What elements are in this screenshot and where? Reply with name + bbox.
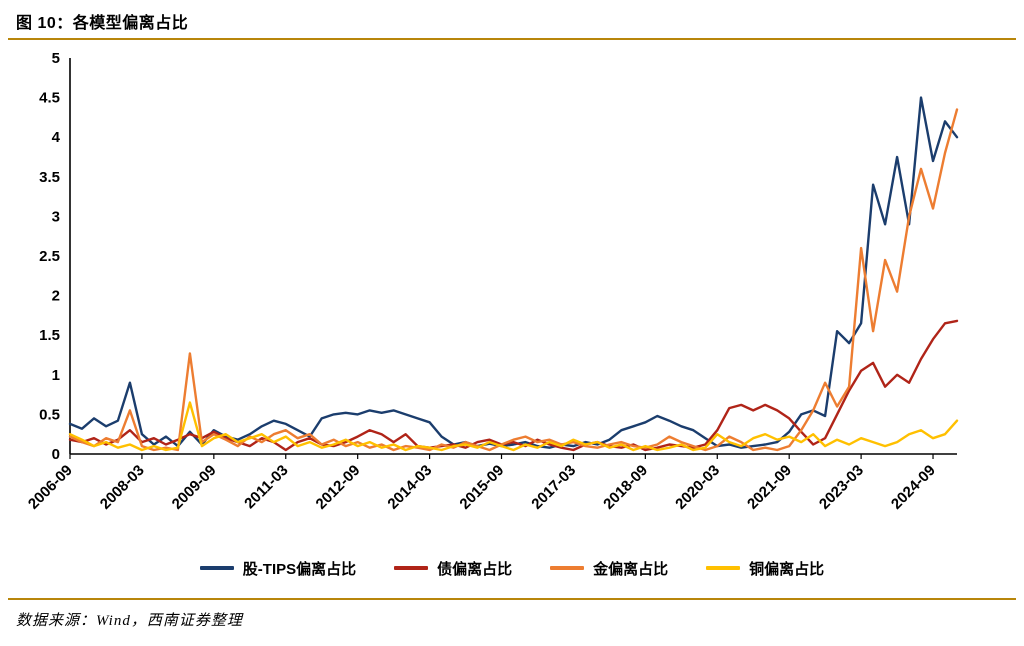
x-axis-tick-label: 2023-03	[816, 462, 867, 513]
x-axis-tick-label: 2017-03	[528, 462, 579, 513]
legend-label: 金偏离占比	[593, 560, 669, 578]
y-axis-tick-label: 4.5	[39, 90, 60, 107]
x-axis-tick-label: 2006-09	[25, 462, 76, 513]
x-axis-tick-label: 2011-03	[241, 462, 291, 512]
bottom-divider-rule	[8, 598, 1016, 600]
y-axis-tick-label: 3.5	[39, 169, 60, 186]
x-axis-tick-label: 2024-09	[888, 462, 939, 513]
y-axis-tick-label: 3	[52, 208, 60, 225]
x-axis-tick-label: 2008-03	[97, 462, 148, 513]
y-axis-tick-label: 1.5	[39, 327, 60, 344]
top-divider-rule	[8, 38, 1016, 40]
legend-item: 铜偏离占比	[706, 558, 824, 579]
x-axis-tick-label: 2020-03	[672, 462, 723, 513]
x-axis-tick-label: 2009-09	[169, 462, 220, 513]
legend-label: 股-TIPS偏离占比	[242, 560, 357, 578]
legend-item: 金偏离占比	[550, 558, 668, 579]
legend-line-swatch	[199, 566, 234, 570]
legend-label: 债偏离占比	[437, 560, 513, 578]
legend-line-swatch	[706, 566, 741, 570]
legend-item: 股-TIPS偏离占比	[199, 558, 357, 579]
x-axis-tick-label: 2021-09	[744, 462, 795, 513]
chart-legend: 股-TIPS偏离占比 债偏离占比 金偏离占比 铜偏离占比	[12, 554, 1012, 582]
y-axis-tick-label: 5	[52, 50, 60, 67]
y-axis-tick-label: 0.5	[39, 406, 60, 423]
line-chart: 0 0.5 1 1.5 2 2.5 3 3.5 4 4.5 5 2006-09 2008-03 2009-…	[25, 50, 959, 513]
figure-title: 图 10：各模型偏离占比	[16, 15, 189, 32]
x-axis-tick-label: 2018-09	[600, 462, 651, 513]
x-axis-tick-label: 2014-03	[384, 462, 435, 513]
x-axis-tick-label: 2015-09	[456, 462, 507, 513]
data-source-note: 数据来源：Wind，西南证券整理	[16, 613, 243, 629]
legend-line-swatch	[394, 566, 429, 570]
x-axis-tick-label: 2012-09	[313, 462, 364, 513]
legend-item: 债偏离占比	[394, 558, 512, 579]
y-axis-tick-label: 2	[52, 288, 60, 305]
chart-area: 0 0.5 1 1.5 2 2.5 3 3.5 4 4.5 5 2006-09 2008-03 2009-…	[12, 42, 1012, 582]
series-line-0	[68, 96, 959, 449]
figure-footer: 数据来源：Wind，西南证券整理	[0, 598, 1024, 630]
series-line-2	[68, 108, 959, 452]
series-line-1	[68, 319, 959, 452]
y-axis-tick-label: 0	[52, 446, 60, 463]
y-axis-tick-label: 2.5	[39, 248, 60, 265]
y-axis-tick-label: 1	[52, 367, 60, 384]
y-axis-tick-label: 4	[52, 129, 61, 146]
legend-label: 铜偏离占比	[749, 560, 825, 578]
figure-header: 图 10：各模型偏离占比	[0, 0, 1024, 38]
legend-line-swatch	[550, 566, 585, 570]
series-line-3	[68, 401, 959, 452]
